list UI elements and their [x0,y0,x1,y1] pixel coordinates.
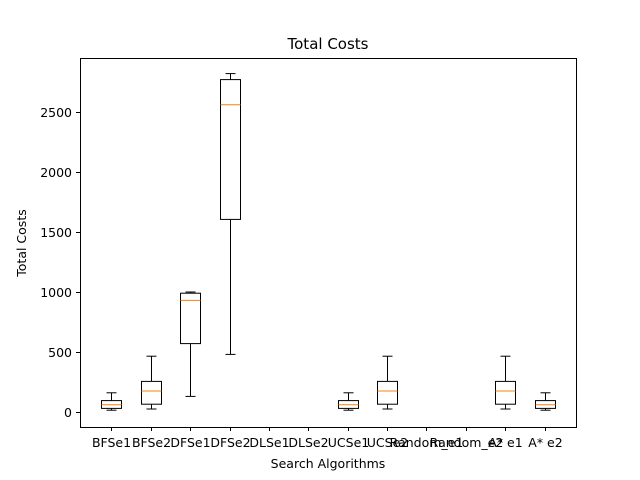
iqr-box [495,380,516,405]
x-tick-label: Random_e2 [430,435,504,450]
x-tick-label: UCSe2 [367,435,408,450]
y-tick-label: 1000 [40,285,72,300]
x-tick-label: DLSe1 [249,435,289,450]
box-ucse1 [338,392,359,411]
box-a-e1 [495,355,516,410]
box-ucse2 [377,355,398,410]
y-axis-label: Total Costs [14,209,29,277]
y-tick-label: 500 [48,345,72,360]
chart-title: Total Costs [287,35,369,53]
x-tick-label: Random_e1 [390,435,464,450]
y-tick-label: 2500 [40,105,72,120]
y-axis: 0 500 1000 1500 2000 2500 [40,105,80,420]
y-tick-label: 0 [64,405,72,420]
y-tick-label: 1500 [40,225,72,240]
iqr-box [141,380,162,405]
x-tick-label: UCSe1 [328,435,369,450]
iqr-box [220,79,241,220]
x-tick-label: BFSe1 [92,435,131,450]
x-tick-label: BFSe2 [132,435,171,450]
box-bfse1 [101,392,122,411]
x-tick-label: DLSe2 [288,435,328,450]
plot-area [101,73,556,411]
y-tick-label: 2000 [40,165,72,180]
x-tick-label: DFSe1 [170,435,210,450]
x-tick-label: DFSe2 [210,435,250,450]
box-dfse1 [180,291,201,397]
x-axis-label: Search Algorithms [271,456,386,471]
iqr-box [180,292,201,345]
x-tick-label: A* e2 [528,435,562,450]
iqr-box [377,380,398,405]
x-tick-label: A* e1 [488,435,522,450]
box-dfse2 [220,73,241,355]
axes-frame [80,58,577,428]
box-bfse2 [141,355,162,410]
box-a-e2 [535,392,556,411]
